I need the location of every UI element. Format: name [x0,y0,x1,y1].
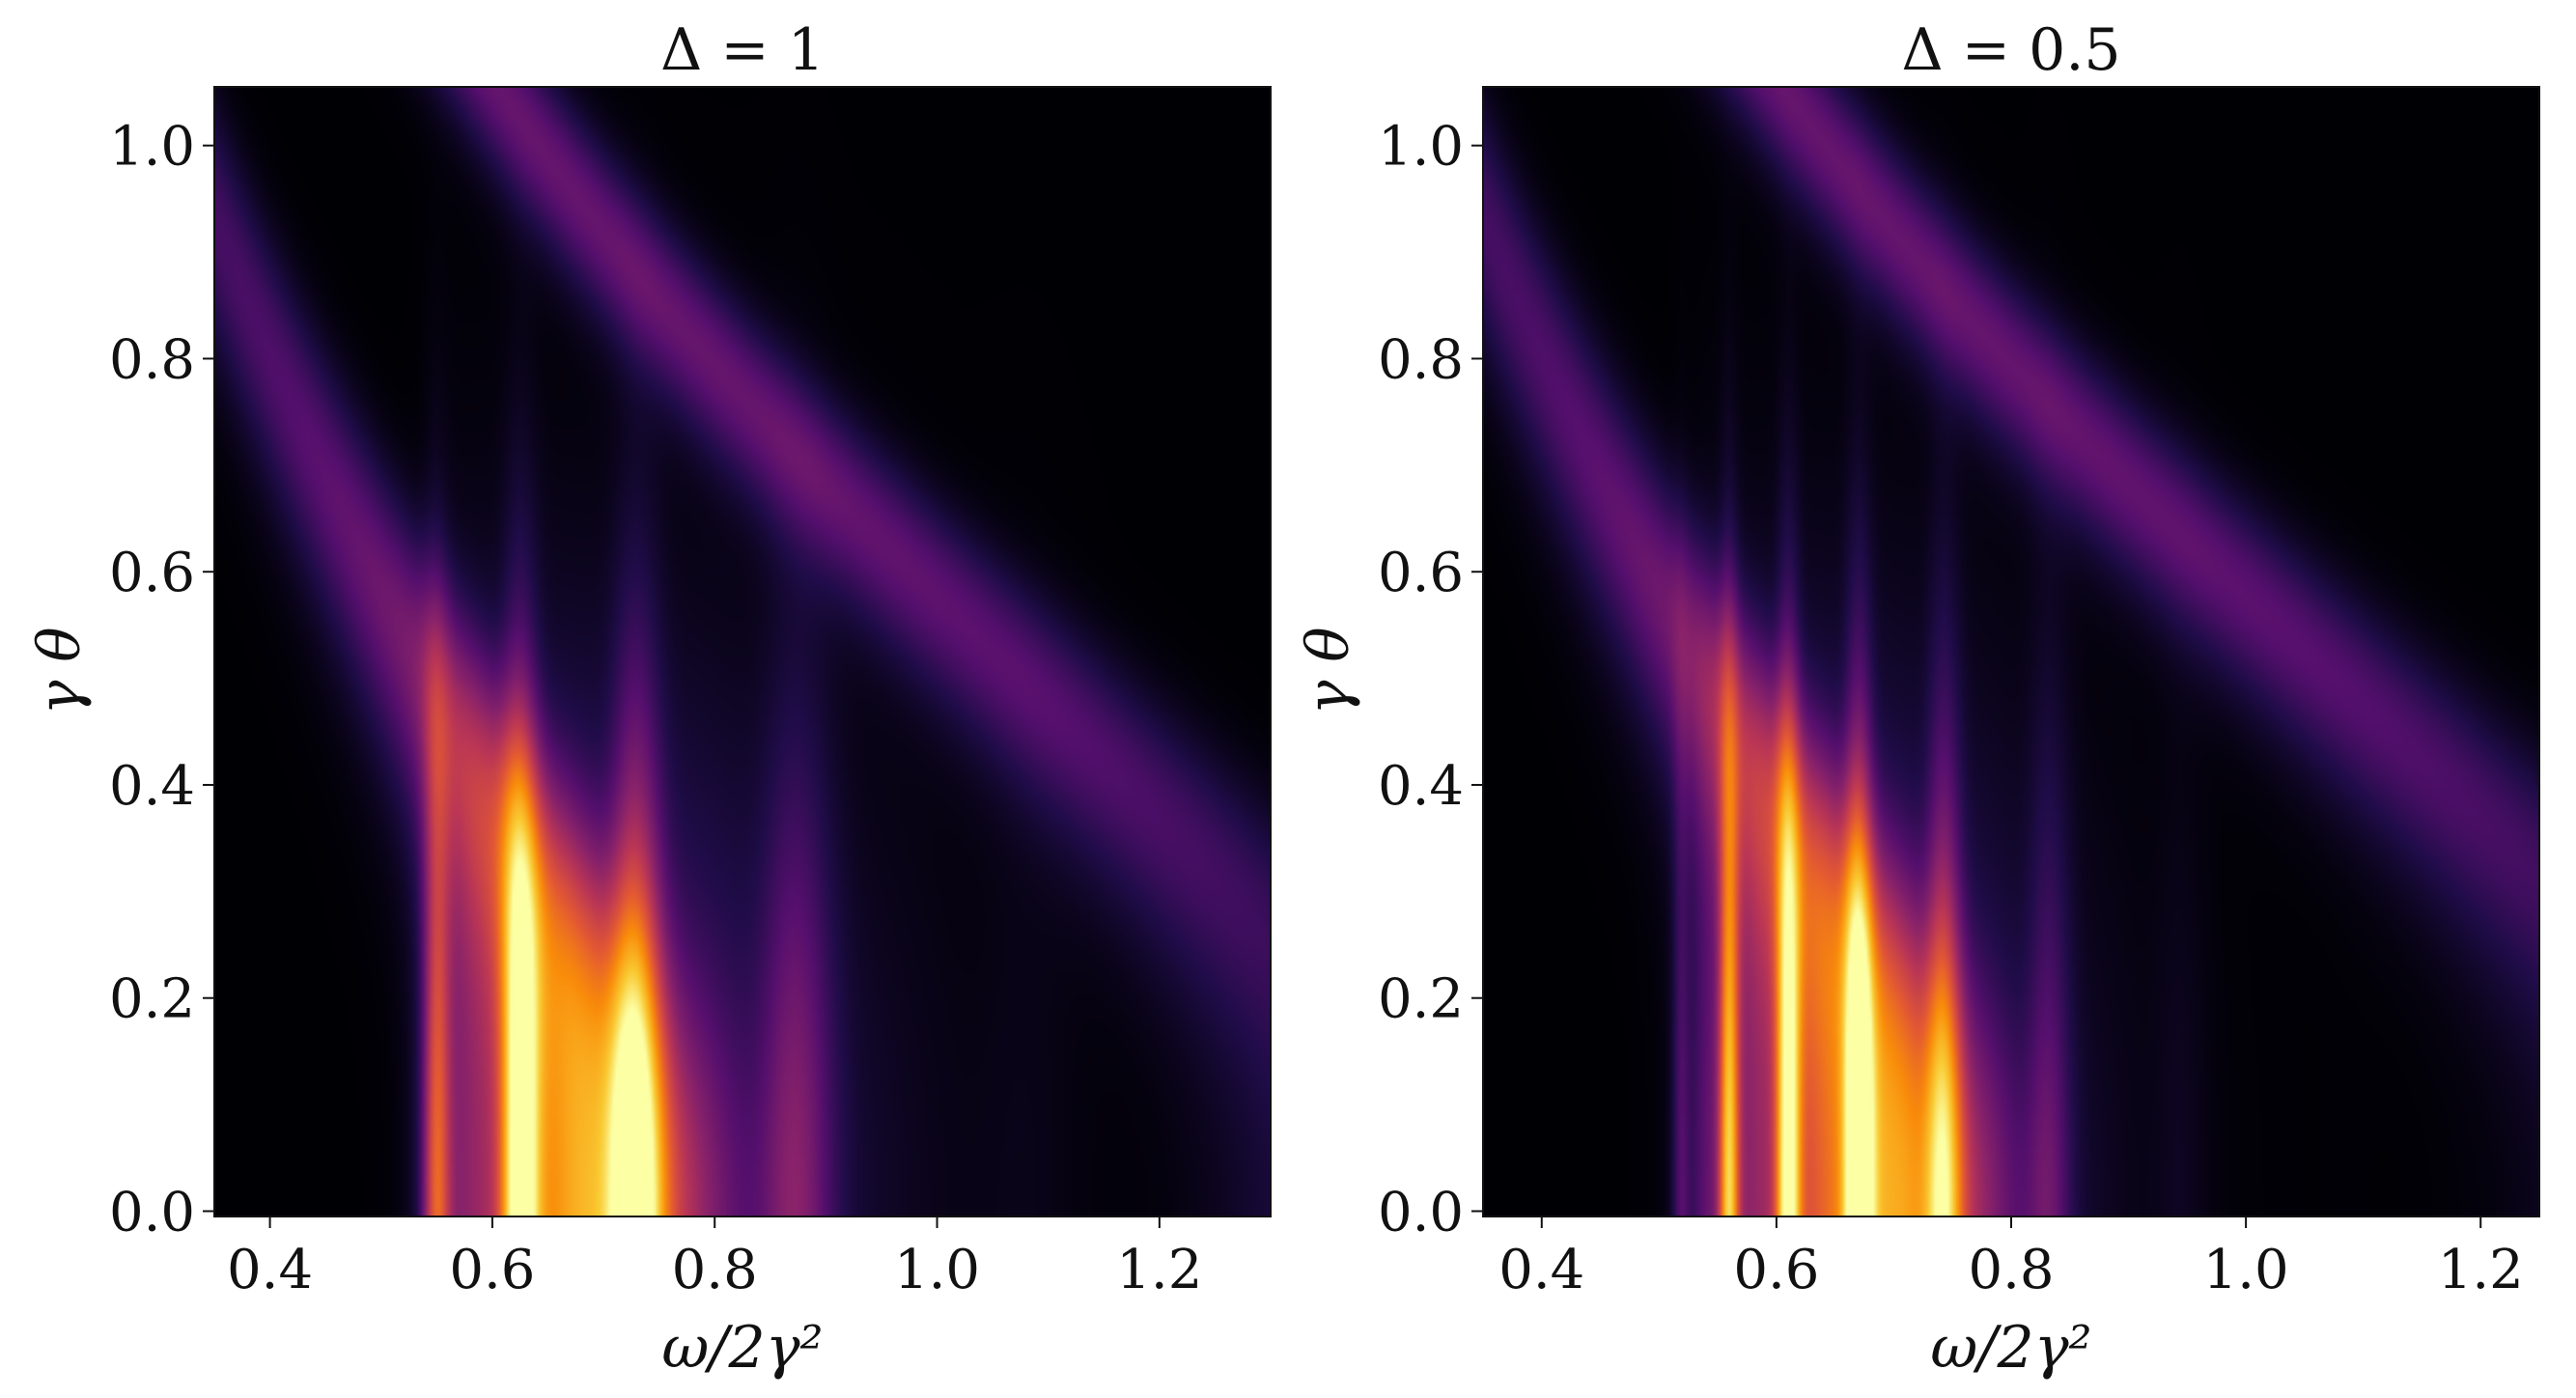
y-axis-label: γ θ [26,627,94,714]
y-tick-label: 0.0 [1378,1181,1464,1244]
plot-frame [213,86,1272,1217]
chart-svg-right: 0.4 0.6 0.8 1.0 1.2 0.0 0.2 0.4 0.6 0.8 1.0 Δ = 0.5… [1295,16,2540,1382]
x-tick-label: 1.2 [2438,1239,2524,1301]
chart-panel-right: 0.4 0.6 0.8 1.0 1.2 0.0 0.2 0.4 0.6 0.8 1.0 Δ = 0.5… [1288,0,2576,1398]
y-tick-label: 0.0 [109,1181,195,1244]
y-tick-label: 0.4 [1378,755,1464,818]
y-tick-label: 1.0 [109,116,195,179]
x-tick-label: 0.4 [1498,1239,1584,1301]
heatmap-image [1483,87,2539,1216]
y-tick-label: 0.8 [109,328,195,391]
x-tick-label: 0.4 [227,1239,313,1301]
x-tick-label: 1.0 [2203,1239,2289,1301]
x-axis-label: ω/2γ² [1930,1314,2091,1382]
y-tick-label: 0.8 [1378,328,1464,391]
chart-panel-left: 0.4 0.6 0.8 1.0 1.2 0.0 0.2 0.4 0.6 0.8 1.0 Δ = 1 ω/… [26,16,1272,1382]
chart-title: Δ = 1 [660,16,825,84]
x-tick-label: 0.6 [1733,1239,1819,1301]
y-axis-label: γ θ [1295,627,1362,714]
y-tick-label: 0.4 [109,755,195,818]
x-tick-label: 1.2 [1116,1239,1202,1301]
x-tick-label: 0.8 [1968,1239,2054,1301]
x-tick-label: 1.0 [894,1239,980,1301]
y-tick-label: 0.2 [1378,968,1464,1031]
x-tick-label: 0.8 [672,1239,758,1301]
chart-title: Δ = 0.5 [1901,16,2120,84]
y-tick-label: 0.2 [109,968,195,1031]
chart-svg-left: 0.4 0.6 0.8 1.0 1.2 0.0 0.2 0.4 0.6 0.8 1.0 Δ = 1 ω/… [26,16,1272,1382]
y-tick-label: 0.6 [1378,542,1464,604]
y-tick-label: 1.0 [1378,116,1464,179]
x-tick-label: 0.6 [449,1239,535,1301]
y-tick-label: 0.6 [109,542,195,604]
x-axis-label: ω/2γ² [661,1314,823,1382]
heatmap-image [214,87,1271,1216]
